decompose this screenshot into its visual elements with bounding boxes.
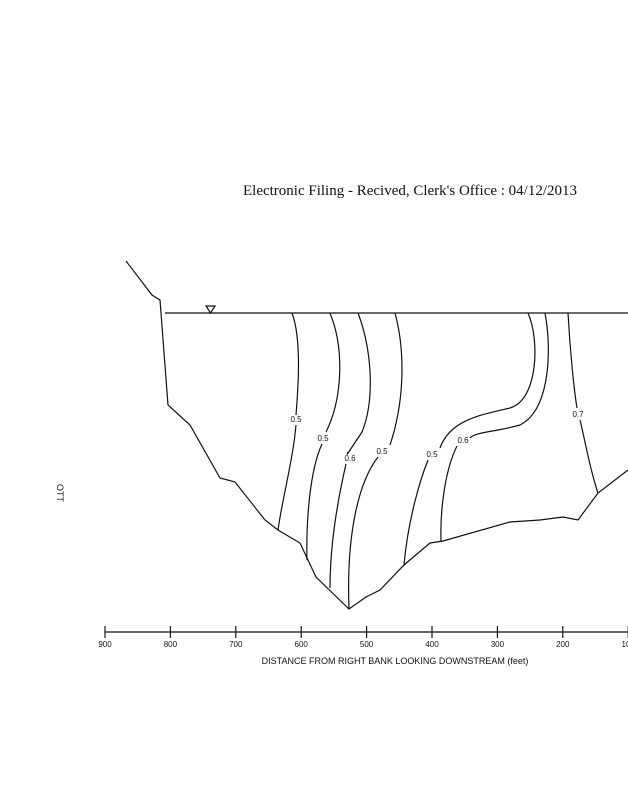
header-title: Electronic Filing - Recived, Clerk's Off… xyxy=(243,183,577,199)
x-tick-label: 600 xyxy=(295,640,309,649)
contour xyxy=(306,312,341,561)
x-tick-label: 400 xyxy=(425,640,439,649)
x-tick-label: 200 xyxy=(556,640,570,649)
x-axis-label: DISTANCE FROM RIGHT BANK LOOKING DOWNSTR… xyxy=(262,656,529,666)
contour-label: 0.5 xyxy=(376,447,388,456)
x-tick-label: 800 xyxy=(164,640,178,649)
contour-labels: 0.5 0.5 0.6 0.5 0.5 0.6 0.7 xyxy=(290,410,584,463)
x-tick-label: 100 xyxy=(622,640,628,649)
contour xyxy=(329,312,371,589)
x-axis-ticks: 900 800 700 600 500 400 300 200 100 xyxy=(98,626,628,649)
contour-label: 0.6 xyxy=(457,436,469,445)
contour-label: 0.6 xyxy=(344,454,356,463)
contour xyxy=(277,312,300,531)
x-tick-label: 300 xyxy=(491,640,505,649)
x-tick-label: 900 xyxy=(98,640,112,649)
contour-label: 0.7 xyxy=(572,410,584,419)
contour xyxy=(567,312,599,494)
contour-label: 0.5 xyxy=(426,450,438,459)
contour-label: 0.5 xyxy=(317,434,329,443)
contour xyxy=(440,312,549,542)
cross-section xyxy=(125,260,628,610)
x-tick-label: 700 xyxy=(229,640,243,649)
side-label: OTT xyxy=(55,484,65,502)
contour xyxy=(403,312,536,566)
contour xyxy=(348,312,403,610)
water-level-marker xyxy=(204,305,217,315)
x-tick-label: 500 xyxy=(360,640,374,649)
contour-label: 0.5 xyxy=(290,415,302,424)
